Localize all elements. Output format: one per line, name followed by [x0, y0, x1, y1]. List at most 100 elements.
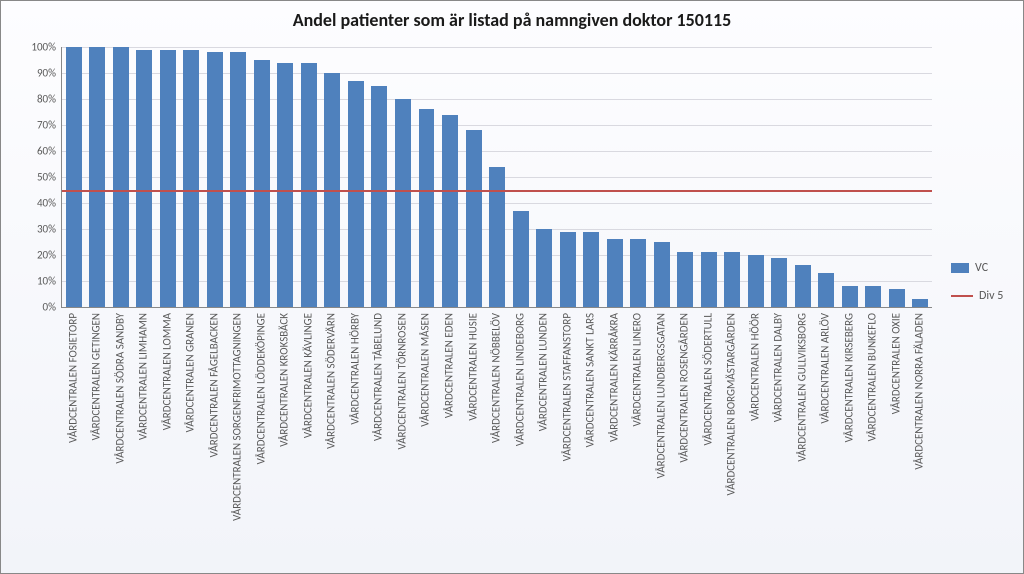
- x-label-slot: VÅRDCENTRALEN LINERO: [625, 307, 649, 567]
- bar: [254, 60, 270, 307]
- x-label-slot: VÅRDCENTRALEN KIRSEBERG: [837, 307, 861, 567]
- x-label-slot: VÅRDCENTRALEN LINDEBORG: [508, 307, 532, 567]
- x-label-slot: VÅRDCENTRALEN SÖDERVÄRN: [320, 307, 344, 567]
- x-tick-label: VÅRDCENTRALEN GULLVIKSBORG: [795, 313, 808, 462]
- y-tick-label: 90%: [37, 67, 62, 80]
- bar-slot: [368, 47, 392, 307]
- x-label-slot: VÅRDCENTRALEN LIMHAMN: [132, 307, 156, 567]
- bar: [419, 109, 435, 307]
- bar: [912, 299, 928, 307]
- x-label-slot: VÅRDCENTRALEN LOMMA: [155, 307, 179, 567]
- x-label-slot: VÅRDCENTRALEN HÖRBY: [343, 307, 367, 567]
- bar: [865, 286, 881, 307]
- bar: [560, 232, 576, 307]
- y-tick-label: 70%: [37, 119, 62, 132]
- bar: [277, 63, 293, 307]
- y-tick-label: 100%: [31, 41, 62, 54]
- bar: [583, 232, 599, 307]
- bar: [677, 252, 693, 307]
- bar: [724, 252, 740, 307]
- chart-container: Andel patienter som är listad på namngiv…: [0, 0, 1024, 574]
- bar: [818, 273, 834, 307]
- bar-slot: [180, 47, 204, 307]
- x-tick-label: VÅRDCENTRALEN HUSIE: [466, 313, 479, 421]
- bar: [348, 81, 364, 307]
- x-label-slot: VÅRDCENTRALEN STAFFANSTORP: [555, 307, 579, 567]
- x-label-slot: VÅRDCENTRALEN BORGMÄSTARGÅRDEN: [719, 307, 743, 567]
- bar: [442, 115, 458, 307]
- x-tick-label: VÅRDCENTRALEN SÖDRA SANDBY: [113, 313, 126, 464]
- legend-item-bar: VC: [951, 261, 1003, 275]
- x-tick-label: VÅRDCENTRALEN LUNDEN: [537, 313, 550, 431]
- bar: [466, 130, 482, 307]
- bar-slot: [650, 47, 674, 307]
- x-label-slot: VÅRDCENTRALEN HUSIE: [461, 307, 485, 567]
- x-label-slot: VÅRDCENTRALEN SORGENFRIMOTTAGNINGEN: [226, 307, 250, 567]
- legend-label-line: Div 5: [979, 289, 1003, 303]
- bar-slot: [815, 47, 839, 307]
- bar-slot: [321, 47, 345, 307]
- x-label-slot: VÅRDCENTRALEN OXIE: [884, 307, 908, 567]
- bar: [113, 47, 129, 307]
- bar: [748, 255, 764, 307]
- bar-slot: [838, 47, 862, 307]
- y-tick-label: 0%: [43, 301, 62, 314]
- bar: [489, 167, 505, 307]
- bar-slot: [297, 47, 321, 307]
- x-label-slot: VÅRDCENTRALEN ROSENGÅRDEN: [672, 307, 696, 567]
- bar-slot: [250, 47, 274, 307]
- bar: [842, 286, 858, 307]
- x-tick-label: VÅRDCENTRALEN LINDEBORG: [513, 313, 526, 446]
- x-tick-label: VÅRDCENTRALEN GETINGEN: [90, 313, 103, 440]
- x-label-slot: VÅRDCENTRALEN SÖDERTULL: [696, 307, 720, 567]
- x-label-slot: VÅRDCENTRALEN NORRA FÄLADEN: [908, 307, 932, 567]
- x-tick-label: VÅRDCENTRALEN FÅGELBACKEN: [207, 313, 220, 457]
- x-tick-label: VÅRDCENTRALEN KROKSBÄCK: [278, 313, 291, 447]
- bar-slot: [720, 47, 744, 307]
- x-tick-label: VÅRDCENTRALEN SANKT LARS: [584, 313, 597, 447]
- bar-slot: [509, 47, 533, 307]
- bar-slot: [767, 47, 791, 307]
- bar: [207, 52, 223, 307]
- x-label-slot: VÅRDCENTRALEN LUNDBERGSGATAN: [649, 307, 673, 567]
- x-label-slot: VÅRDCENTRALEN TÅBELUND: [367, 307, 391, 567]
- y-tick-label: 80%: [37, 93, 62, 106]
- x-tick-label: VÅRDCENTRALEN STAFFANSTORP: [560, 313, 573, 461]
- bar: [301, 63, 317, 307]
- x-tick-label: VÅRDCENTRALEN KÄVLINGE: [301, 313, 314, 438]
- x-tick-label: VÅRDCENTRALEN ARLÖV: [819, 313, 832, 424]
- bar-slot: [485, 47, 509, 307]
- x-tick-label: VÅRDCENTRALEN LIMHAMN: [137, 313, 150, 440]
- bar-slot: [203, 47, 227, 307]
- x-tick-label: VÅRDCENTRALEN BUNKEFLO: [866, 313, 879, 441]
- x-label-slot: VÅRDCENTRALEN TÖRNROSEN: [390, 307, 414, 567]
- bar: [536, 229, 552, 307]
- x-label-slot: VÅRDCENTRALEN MÅSEN: [414, 307, 438, 567]
- bar-slot: [391, 47, 415, 307]
- x-tick-label: VÅRDCENTRALEN TÖRNROSEN: [395, 313, 408, 450]
- x-tick-label: VÅRDCENTRALEN SÖDERVÄRN: [325, 313, 338, 449]
- bar-slot: [438, 47, 462, 307]
- bar-slot: [556, 47, 580, 307]
- x-tick-label: VÅRDCENTRALEN EDEN: [443, 313, 456, 418]
- x-label-slot: VÅRDCENTRALEN FOSIETORP: [61, 307, 85, 567]
- bar-slot: [532, 47, 556, 307]
- bar: [513, 211, 529, 307]
- bar: [136, 50, 152, 307]
- bar-slot: [227, 47, 251, 307]
- x-tick-label: VÅRDCENTRALEN NORRA FÄLADEN: [913, 313, 926, 470]
- x-label-slot: VÅRDCENTRALEN GULLVIKSBORG: [790, 307, 814, 567]
- bar-slot: [885, 47, 909, 307]
- x-tick-label: VÅRDCENTRALEN LOMMA: [160, 313, 173, 430]
- bar-slot: [274, 47, 298, 307]
- x-tick-label: VÅRDCENTRALEN HÖÖR: [748, 313, 761, 421]
- bar: [395, 99, 411, 307]
- x-label-slot: VÅRDCENTRALEN SANKT LARS: [578, 307, 602, 567]
- bar: [230, 52, 246, 307]
- bar-slot: [109, 47, 133, 307]
- y-tick-label: 40%: [37, 197, 62, 210]
- x-tick-label: VÅRDCENTRALEN BORGMÄSTARGÅRDEN: [725, 313, 738, 496]
- x-tick-label: VÅRDCENTRALEN HÖRBY: [348, 313, 361, 425]
- x-label-slot: VÅRDCENTRALEN GRANEN: [179, 307, 203, 567]
- bar: [607, 239, 623, 307]
